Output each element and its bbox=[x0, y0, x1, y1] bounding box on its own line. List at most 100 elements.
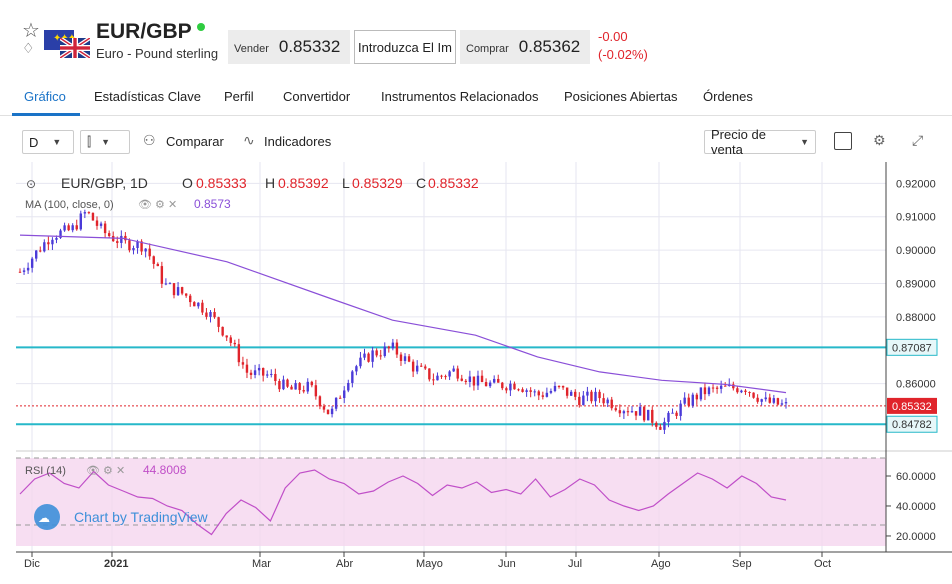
candle-body bbox=[501, 382, 504, 389]
sell-button[interactable]: Vender 0.85332 bbox=[228, 30, 350, 64]
compare-button[interactable]: Comparar bbox=[166, 134, 224, 149]
candle-body bbox=[140, 241, 143, 252]
close-value: 0.85332 bbox=[428, 175, 479, 191]
candle-body bbox=[679, 403, 682, 416]
candle-body bbox=[172, 283, 176, 296]
ohlc-legend: ⊙ EUR/GBP, 1D O 0.85333 H 0.85392 L 0.85… bbox=[25, 175, 479, 477]
close-label: C bbox=[416, 175, 426, 191]
candle-body bbox=[415, 365, 419, 372]
rsi-legend-value: 44.8008 bbox=[143, 463, 187, 477]
candle-body bbox=[302, 390, 305, 392]
chart-type-dropdown[interactable]: ⫿ ▼ bbox=[80, 130, 130, 154]
candle-body bbox=[338, 397, 342, 399]
candle-body bbox=[488, 382, 492, 387]
gear-icon[interactable]: ⚙ bbox=[873, 132, 886, 148]
candle-body bbox=[355, 366, 358, 372]
level-tag bbox=[886, 338, 938, 356]
interval-value: D bbox=[29, 134, 39, 150]
candle-body bbox=[363, 353, 366, 358]
candle-body bbox=[55, 237, 58, 240]
candle-body bbox=[630, 411, 634, 413]
tab-ordenes[interactable]: Órdenes bbox=[703, 89, 753, 104]
candle-body bbox=[22, 270, 26, 272]
candle-body bbox=[663, 421, 666, 430]
toggle-checkbox[interactable] bbox=[834, 132, 852, 150]
candle-body bbox=[606, 399, 609, 404]
candle-body bbox=[298, 383, 301, 391]
x-tick-label: Ago bbox=[651, 558, 671, 570]
price-chart[interactable]: 0.92000 0.91000 0.90000 0.89000 0.88000 0.860… bbox=[16, 162, 952, 579]
tab-estadisticas[interactable]: Estadísticas Clave bbox=[94, 89, 201, 104]
candle-body bbox=[776, 398, 780, 405]
candle-body bbox=[533, 391, 536, 393]
tab-grafico[interactable]: Gráfico bbox=[24, 89, 66, 104]
candle-body bbox=[387, 346, 391, 349]
candle-body bbox=[249, 372, 253, 375]
candle-body bbox=[95, 220, 99, 226]
candle-body bbox=[695, 394, 699, 400]
x-tick-label: Abr bbox=[336, 558, 353, 570]
buy-button[interactable]: Comprar 0.85362 bbox=[460, 30, 590, 64]
candle-body bbox=[107, 233, 111, 236]
y-tick-label: 0.90000 bbox=[896, 245, 936, 257]
candle-body bbox=[164, 283, 168, 285]
candle-body bbox=[444, 376, 447, 378]
legend-title: EUR/GBP, 1D bbox=[61, 175, 148, 191]
candle-body bbox=[282, 379, 285, 390]
candle-body bbox=[407, 356, 411, 362]
tab-perfil[interactable]: Perfil bbox=[224, 89, 254, 104]
chart-area[interactable]: 0.92000 0.91000 0.90000 0.89000 0.88000 0.860… bbox=[16, 162, 952, 579]
sell-label: Vender bbox=[234, 42, 269, 55]
tab-posiciones[interactable]: Posiciones Abiertas bbox=[564, 89, 678, 104]
candle-body bbox=[764, 397, 767, 400]
candle-body bbox=[270, 373, 273, 375]
indicators-button[interactable]: Indicadores bbox=[264, 134, 332, 149]
amount-input[interactable] bbox=[354, 30, 456, 64]
buy-price: 0.85362 bbox=[518, 37, 581, 56]
rsi-settings-icons: 👁 ⚙ ✕ bbox=[86, 465, 125, 477]
x-tick-label: Oct bbox=[814, 558, 831, 570]
candle-body bbox=[168, 283, 172, 285]
bell-icon[interactable]: ♢ bbox=[22, 40, 35, 56]
candle-body bbox=[594, 391, 597, 402]
active-tab-indicator bbox=[12, 113, 80, 116]
candle-body bbox=[18, 271, 22, 273]
tab-instrumentos[interactable]: Instrumentos Relacionados bbox=[381, 89, 539, 104]
candle-body bbox=[748, 392, 751, 394]
candle-body bbox=[128, 240, 131, 251]
candle-body bbox=[740, 390, 743, 393]
candle-body bbox=[505, 388, 508, 391]
candle-body bbox=[760, 399, 763, 402]
y-tick-label: 0.89000 bbox=[896, 278, 936, 290]
tab-convertidor[interactable]: Convertidor bbox=[283, 89, 351, 104]
candle-body bbox=[561, 385, 565, 388]
candle-body bbox=[602, 398, 605, 404]
star-icon[interactable]: ☆ bbox=[22, 20, 40, 42]
interval-dropdown[interactable]: D ▼ bbox=[22, 130, 74, 154]
x-tick-label: Dic bbox=[24, 558, 40, 570]
candle-body bbox=[326, 409, 330, 415]
candle-body bbox=[638, 406, 642, 416]
candle-body bbox=[359, 357, 362, 367]
x-tick-label: Sep bbox=[732, 558, 752, 570]
candle-body bbox=[71, 225, 74, 231]
candle-body bbox=[51, 239, 54, 245]
candle-body bbox=[529, 390, 532, 392]
candle-body bbox=[266, 374, 269, 376]
candle-body bbox=[375, 350, 378, 356]
y-tick-label: 0.88000 bbox=[896, 312, 936, 324]
candle-body bbox=[671, 412, 674, 414]
y-tick-label: 0.92000 bbox=[896, 178, 936, 190]
price-type-dropdown[interactable]: Precio de venta ▼ bbox=[704, 127, 816, 157]
candle-body bbox=[47, 242, 50, 245]
fullscreen-icon[interactable]: ⤢ bbox=[912, 132, 924, 148]
candle-body bbox=[120, 235, 123, 243]
candle-body bbox=[205, 312, 208, 317]
candle-body bbox=[26, 267, 30, 271]
symbol-title: EUR/GBP bbox=[96, 20, 192, 43]
low-value: 0.85329 bbox=[352, 175, 403, 191]
candle-body bbox=[780, 403, 784, 405]
candle-body bbox=[132, 248, 135, 251]
candle-body bbox=[622, 411, 626, 414]
sell-price: 0.85332 bbox=[278, 37, 341, 56]
